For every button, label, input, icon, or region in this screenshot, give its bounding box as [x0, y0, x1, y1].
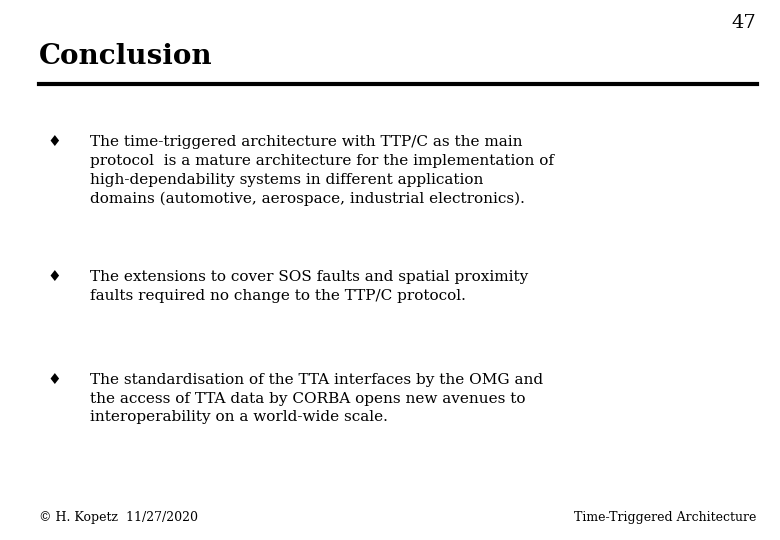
Text: Conclusion: Conclusion — [39, 43, 213, 70]
Text: © H. Kopetz  11/27/2020: © H. Kopetz 11/27/2020 — [39, 511, 198, 524]
Text: ♦: ♦ — [48, 270, 62, 284]
Text: The time-triggered architecture with TTP/C as the main
protocol  is a mature arc: The time-triggered architecture with TTP… — [90, 135, 554, 206]
Text: The extensions to cover SOS faults and spatial proximity
faults required no chan: The extensions to cover SOS faults and s… — [90, 270, 528, 303]
Text: ♦: ♦ — [48, 135, 62, 149]
Text: 47: 47 — [732, 14, 757, 31]
Text: ♦: ♦ — [48, 373, 62, 387]
Text: Time-Triggered Architecture: Time-Triggered Architecture — [574, 511, 757, 524]
Text: The standardisation of the TTA interfaces by the OMG and
the access of TTA data : The standardisation of the TTA interface… — [90, 373, 543, 424]
